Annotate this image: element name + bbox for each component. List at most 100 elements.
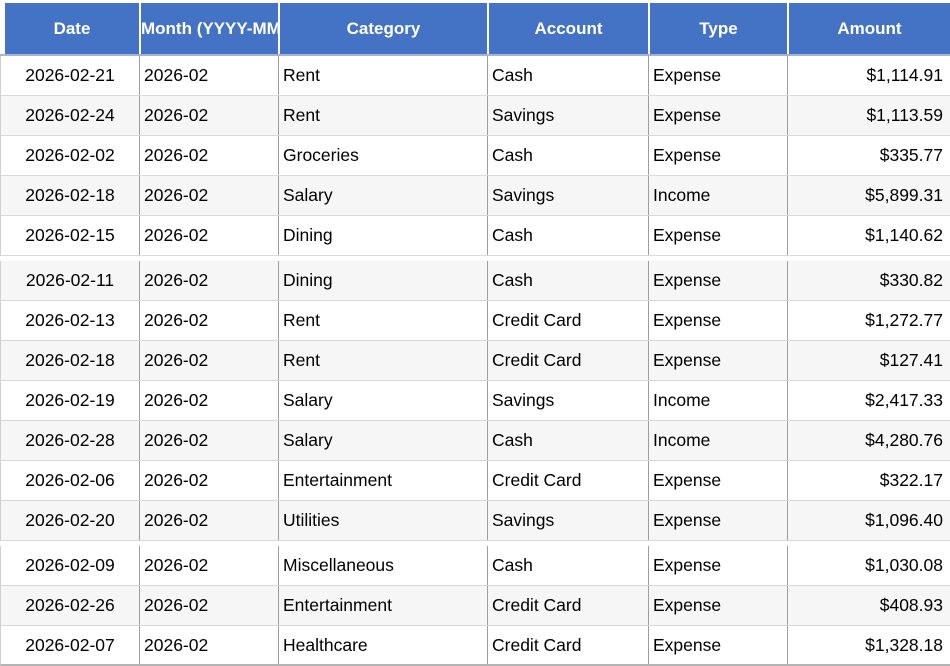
cell-date[interactable]: 2026-02-21 <box>1 56 140 95</box>
cell-amount[interactable]: $1,114.91 <box>866 65 943 85</box>
cell-account[interactable]: Cash <box>488 216 649 255</box>
cell-category[interactable]: Rent <box>279 56 488 95</box>
cell-month[interactable]: 2026-02 <box>140 216 279 255</box>
cell-type[interactable]: Expense <box>649 501 788 540</box>
cell-category[interactable]: Entertainment <box>279 461 488 500</box>
cell-account[interactable]: Credit Card <box>488 626 649 664</box>
cell-type[interactable]: Income <box>649 381 788 420</box>
cell-account[interactable]: Credit Card <box>488 341 649 380</box>
cell-date[interactable]: 2026-02-19 <box>1 381 140 420</box>
cell-account[interactable]: Cash <box>488 261 649 300</box>
cell-amount[interactable]: $1,096.40 <box>865 510 943 530</box>
cell-account[interactable]: Credit Card <box>488 301 649 340</box>
cell-type[interactable]: Expense <box>649 216 788 255</box>
cell-account[interactable]: Savings <box>488 176 649 215</box>
cell-date[interactable]: 2026-02-18 <box>1 176 140 215</box>
cell-category[interactable]: Rent <box>279 341 488 380</box>
column-header-type[interactable]: Type <box>648 3 787 54</box>
cell-account[interactable]: Cash <box>488 421 649 460</box>
cell-date[interactable]: 2026-02-11 <box>1 261 140 300</box>
cell-account[interactable]: Cash <box>488 546 649 585</box>
cell-category[interactable]: Dining <box>279 261 488 300</box>
cell-date[interactable]: 2026-02-15 <box>1 216 140 255</box>
cell-month[interactable]: 2026-02 <box>140 381 279 420</box>
cell-type[interactable]: Expense <box>649 56 788 95</box>
cell-type[interactable]: Expense <box>649 461 788 500</box>
cell-category[interactable]: Healthcare <box>279 626 488 664</box>
cell-amount[interactable]: $408.93 <box>879 595 943 615</box>
cell-date[interactable]: 2026-02-06 <box>1 461 140 500</box>
cell-month[interactable]: 2026-02 <box>140 461 279 500</box>
cell-amount[interactable]: $5,899.31 <box>865 185 943 205</box>
table-row: 2026-02-18 2026-02 Rent Credit Card Expe… <box>0 341 950 381</box>
cell-type[interactable]: Income <box>649 421 788 460</box>
cell-amount[interactable]: $4,280.76 <box>865 430 943 450</box>
table-row: 2026-02-06 2026-02 Entertainment Credit … <box>0 461 950 501</box>
column-header-month[interactable]: Month (YYYY-MM) <box>139 3 278 54</box>
cell-amount[interactable]: $1,328.18 <box>865 635 943 655</box>
cell-month[interactable]: 2026-02 <box>140 626 279 664</box>
cell-account[interactable]: Credit Card <box>488 461 649 500</box>
cell-amount[interactable]: $322.17 <box>879 470 943 490</box>
table-row: 2026-02-15 2026-02 Dining Cash Expense $… <box>0 216 950 256</box>
cell-amount[interactable]: $1,030.08 <box>865 555 943 575</box>
cell-month[interactable]: 2026-02 <box>140 301 279 340</box>
cell-category[interactable]: Groceries <box>279 136 488 175</box>
cell-month[interactable]: 2026-02 <box>140 586 279 625</box>
cell-amount[interactable]: $1,140.62 <box>865 225 943 245</box>
cell-type[interactable]: Income <box>649 176 788 215</box>
cell-date[interactable]: 2026-02-24 <box>1 96 140 135</box>
column-header-amount[interactable]: Amount <box>787 3 950 54</box>
cell-month[interactable]: 2026-02 <box>140 176 279 215</box>
cell-type[interactable]: Expense <box>649 96 788 135</box>
column-header-category[interactable]: Category <box>278 3 487 54</box>
cell-category[interactable]: Rent <box>279 301 488 340</box>
cell-month[interactable]: 2026-02 <box>140 501 279 540</box>
cell-amount[interactable]: $127.41 <box>879 350 943 370</box>
cell-date[interactable]: 2026-02-28 <box>1 421 140 460</box>
cell-account[interactable]: Savings <box>488 501 649 540</box>
cell-date[interactable]: 2026-02-09 <box>1 546 140 585</box>
cell-month[interactable]: 2026-02 <box>140 421 279 460</box>
cell-date[interactable]: 2026-02-13 <box>1 301 140 340</box>
cell-account[interactable]: Savings <box>488 381 649 420</box>
cell-account[interactable]: Cash <box>488 56 649 95</box>
cell-type[interactable]: Expense <box>649 546 788 585</box>
column-header-account[interactable]: Account <box>487 3 648 54</box>
cell-month[interactable]: 2026-02 <box>140 56 279 95</box>
cell-category[interactable]: Dining <box>279 216 488 255</box>
cell-date[interactable]: 2026-02-18 <box>1 341 140 380</box>
cell-type[interactable]: Expense <box>649 586 788 625</box>
cell-month[interactable]: 2026-02 <box>140 261 279 300</box>
cell-month[interactable]: 2026-02 <box>140 341 279 380</box>
cell-type[interactable]: Expense <box>649 626 788 664</box>
cell-month[interactable]: 2026-02 <box>140 96 279 135</box>
cell-type[interactable]: Expense <box>649 301 788 340</box>
cell-date[interactable]: 2026-02-26 <box>1 586 140 625</box>
cell-amount[interactable]: $335.77 <box>879 145 943 165</box>
cell-type[interactable]: Expense <box>649 341 788 380</box>
cell-account[interactable]: Cash <box>488 136 649 175</box>
cell-category[interactable]: Utilities <box>279 501 488 540</box>
cell-amount[interactable]: $1,113.59 <box>866 105 943 125</box>
column-header-date[interactable]: Date <box>0 3 139 54</box>
cell-account[interactable]: Savings <box>488 96 649 135</box>
cell-category[interactable]: Salary <box>279 176 488 215</box>
cell-date[interactable]: 2026-02-20 <box>1 501 140 540</box>
cell-date[interactable]: 2026-02-02 <box>1 136 140 175</box>
cell-account[interactable]: Credit Card <box>488 586 649 625</box>
cell-date[interactable]: 2026-02-07 <box>1 626 140 664</box>
cell-category[interactable]: Salary <box>279 381 488 420</box>
cell-month[interactable]: 2026-02 <box>140 546 279 585</box>
cell-category[interactable]: Entertainment <box>279 586 488 625</box>
cell-amount[interactable]: $2,417.33 <box>865 390 943 410</box>
cell-month[interactable]: 2026-02 <box>140 136 279 175</box>
cell-category[interactable]: Miscellaneous <box>279 546 488 585</box>
cell-amount[interactable]: $330.82 <box>879 270 943 290</box>
cell-category[interactable]: Salary <box>279 421 488 460</box>
cell-type[interactable]: Expense <box>649 261 788 300</box>
cell-amount[interactable]: $1,272.77 <box>865 310 943 330</box>
cell-type[interactable]: Expense <box>649 136 788 175</box>
cell-category[interactable]: Rent <box>279 96 488 135</box>
table-row: 2026-02-21 2026-02 Rent Cash Expense $1,… <box>0 56 950 96</box>
